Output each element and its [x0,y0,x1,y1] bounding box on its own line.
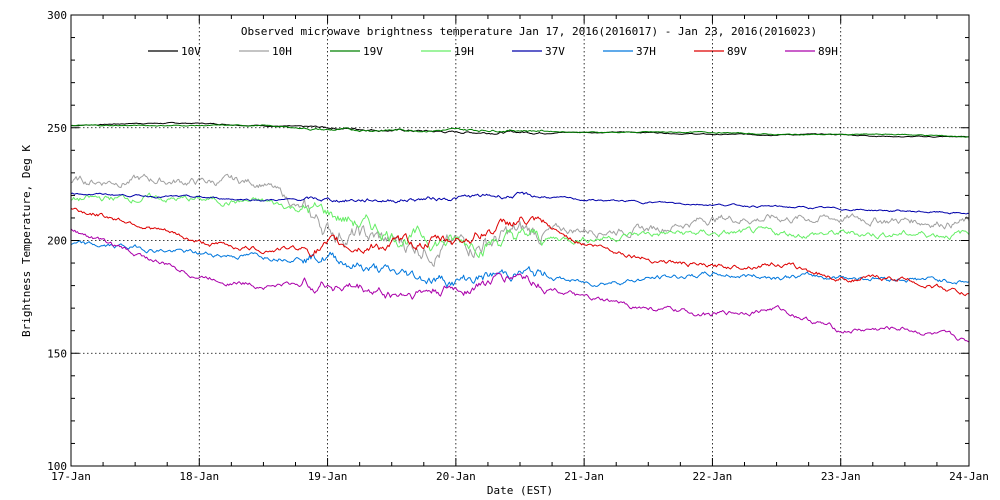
chart-title: Observed microwave brightness temperatur… [241,25,817,38]
x-tick-labels: 17-Jan 18-Jan 19-Jan 20-Jan 21-Jan 22-Jan 23-J… [51,470,989,483]
legend-label: 37V [545,45,565,58]
legend-label: 37H [636,45,656,58]
series-line-10v [70,121,969,138]
legend-label: 89V [727,45,747,58]
x-tick-label: 22-Jan [693,470,733,483]
series-line-37h [70,240,970,288]
x-tick-label: 23-Jan [821,470,861,483]
series-line-89v [70,207,969,297]
y-axis-label: Brightness Temperature, Deg K [20,145,33,337]
x-axis-label: Date (EST) [487,484,553,497]
series-line-10h [71,173,970,267]
series-line-19h [70,192,970,259]
legend-label: 89H [818,45,838,58]
x-tick-label: 17-Jan [51,470,91,483]
x-tick-label: 18-Jan [179,470,219,483]
x-tick-label: 19-Jan [308,470,348,483]
legend-label: 19V [363,45,383,58]
legend: 10V 10H 19V 19H 37V 37H 89V 89H [148,45,838,58]
x-tick-label: 20-Jan [436,470,476,483]
y-tick-label: 300 [47,9,67,22]
y-tick-label: 250 [47,122,67,135]
y-tick-label: 200 [47,235,67,248]
x-tick-label: 21-Jan [564,470,604,483]
series-line-89h [70,228,970,343]
y-tick-label: 100 [47,460,67,473]
x-tick-label: 24-Jan [949,470,989,483]
series-line-19v [70,124,969,138]
series-layer [70,121,970,343]
series-line-37v [70,191,970,215]
legend-label: 19H [454,45,474,58]
y-tick-labels: 100 150 200 250 300 [47,9,67,473]
legend-label: 10V [181,45,201,58]
legend-label: 10H [272,45,292,58]
grid [71,15,969,466]
y-tick-label: 150 [47,347,67,360]
ticks [70,14,970,467]
